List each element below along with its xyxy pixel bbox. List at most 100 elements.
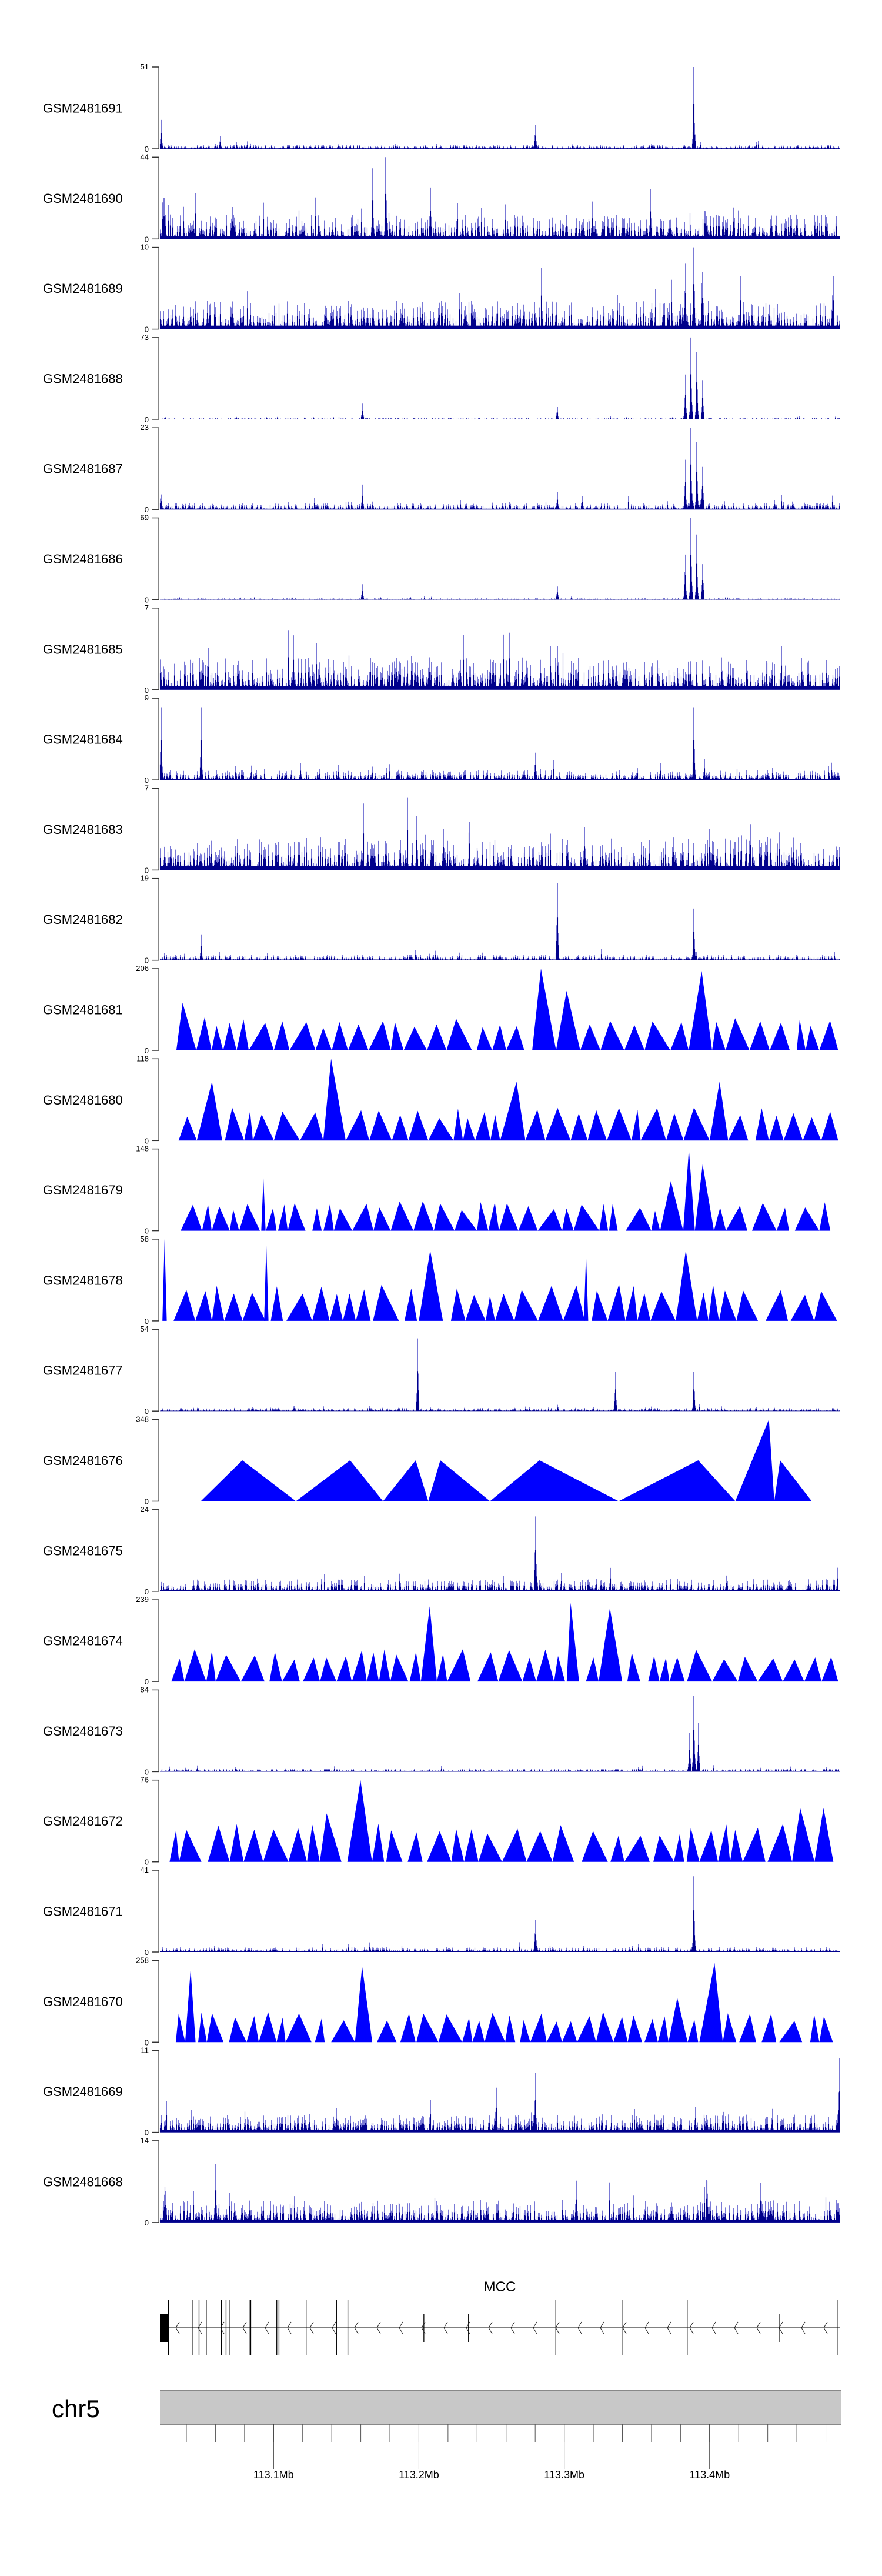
y-max-label: 41: [141, 1866, 149, 1874]
y-max-label: 239: [136, 1595, 149, 1604]
coverage-peak: [640, 1108, 666, 1141]
track-label: GSM2481680: [43, 1093, 123, 1107]
track-GSM2481680: GSM2481680 118 0: [43, 1054, 838, 1145]
coverage-peak: [315, 2018, 325, 2043]
coverage-peak: [526, 1831, 553, 1862]
strand-arrow-icon: [466, 2321, 470, 2334]
coverage-peak: [201, 1460, 296, 1501]
coverage-peak: [366, 1652, 379, 1682]
coverage-peak: [624, 1025, 645, 1050]
coverage-peak: [554, 1656, 565, 1682]
coverage-peak: [211, 1026, 223, 1050]
coverage-peak: [427, 1024, 447, 1050]
coverage-peak: [323, 1059, 346, 1141]
signal-coverage: [160, 1876, 840, 1952]
coverage-peak: [694, 1164, 714, 1231]
coverage-peak: [770, 1022, 790, 1050]
strand-arrow-icon: [644, 2321, 649, 2334]
y-max-label: 54: [141, 1324, 149, 1333]
coverage-peak: [400, 2013, 416, 2043]
coverage-peak: [451, 1828, 465, 1862]
coverage-peak: [208, 1826, 230, 1862]
strand-arrow-icon: [801, 2321, 806, 2334]
y-max-label: 258: [136, 1956, 149, 1964]
strand-arrow-icon: [756, 2321, 761, 2334]
coverage-peak: [626, 1207, 652, 1231]
coverage-peak: [223, 1022, 237, 1050]
signal-coverage: [160, 2058, 840, 2133]
coverage-peak: [428, 1460, 490, 1501]
strand-arrow-icon: [354, 2321, 359, 2334]
coverage-peak: [249, 1023, 274, 1050]
coverage-peak: [577, 2016, 596, 2043]
coverage-peak: [562, 2021, 577, 2043]
coverage-peak: [179, 1830, 202, 1862]
track-GSM2481674: GSM2481674 239 0: [43, 1595, 838, 1686]
y-zero-label: 0: [145, 956, 149, 965]
y-zero-label: 0: [145, 686, 149, 695]
coverage-peak: [347, 1780, 372, 1862]
track-GSM2481669: GSM2481669 11 0: [43, 2046, 840, 2137]
coverage-peak: [632, 1110, 641, 1141]
track-label: GSM2481683: [43, 822, 123, 837]
coverage-peak: [196, 1017, 212, 1050]
coverage-peak: [566, 1603, 579, 1682]
coverage-peak: [650, 1291, 676, 1321]
coverage-peak: [288, 1203, 306, 1231]
strand-arrow-icon: [242, 2321, 247, 2334]
coverage-peak: [714, 1207, 726, 1231]
y-zero-label: 0: [145, 2218, 149, 2227]
track-label: GSM2481690: [43, 191, 123, 206]
track-label: GSM2481678: [43, 1273, 123, 1287]
coverage-peak: [266, 1208, 277, 1231]
coverage-peak: [472, 2021, 485, 2043]
coverage-peak: [329, 1294, 343, 1321]
coverage-peak: [819, 1202, 831, 1231]
coverage-peak: [769, 1116, 784, 1141]
coverage-peak: [196, 1082, 222, 1141]
track-GSM2481689: GSM2481689 10 0: [43, 243, 840, 334]
strand-arrow-icon: [667, 2321, 671, 2334]
coverage-peak: [500, 1082, 526, 1141]
coverage-peak: [730, 1830, 743, 1862]
track-label: GSM2481673: [43, 1724, 123, 1739]
gene-utr: [160, 2314, 169, 2342]
y-zero-label: 0: [145, 776, 149, 785]
coverage-peak: [697, 1292, 709, 1321]
track-label: GSM2481681: [43, 1003, 123, 1017]
track-label: GSM2481676: [43, 1453, 123, 1468]
coverage-peak: [225, 1107, 245, 1141]
coverage-peak: [450, 1288, 466, 1321]
coverage-peak: [373, 1207, 391, 1231]
coverage-peak: [796, 1019, 806, 1050]
coverage-peak: [648, 1656, 660, 1682]
track-label: GSM2481668: [43, 2174, 123, 2189]
y-max-label: 11: [141, 2046, 149, 2055]
y-zero-label: 0: [145, 1587, 149, 1596]
coverage-peak: [181, 1204, 202, 1231]
coverage-peak: [263, 1829, 289, 1862]
coverage-peak: [433, 1203, 455, 1231]
coverage-peak: [242, 1293, 266, 1321]
coverage-peak: [300, 1112, 323, 1141]
coverage-peak: [261, 1178, 266, 1231]
track-label: GSM2481677: [43, 1363, 123, 1378]
y-zero-label: 0: [145, 325, 149, 334]
coverage-peak: [377, 2020, 397, 2043]
coverage-peak: [285, 2013, 312, 2043]
coverage-peak: [373, 1284, 399, 1321]
gene-track: MCC: [160, 2279, 840, 2355]
coverage-peak: [766, 1290, 789, 1321]
coverage-peak: [518, 1206, 538, 1231]
y-zero-label: 0: [145, 1407, 149, 1416]
y-zero-label: 0: [145, 1227, 149, 1236]
coverage-peak: [819, 2016, 833, 2043]
signal-coverage-core: [159, 1910, 840, 1952]
coverage-peak: [236, 1019, 249, 1050]
y-zero-label: 0: [145, 2038, 149, 2047]
coverage-peak: [427, 1831, 452, 1862]
coverage-peak: [184, 1649, 206, 1682]
coverage-peak: [356, 1289, 371, 1321]
coverage-peak: [206, 2013, 224, 2043]
coverage-peak: [537, 1209, 562, 1231]
